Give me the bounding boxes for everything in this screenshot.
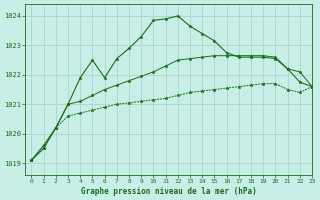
- X-axis label: Graphe pression niveau de la mer (hPa): Graphe pression niveau de la mer (hPa): [81, 187, 257, 196]
